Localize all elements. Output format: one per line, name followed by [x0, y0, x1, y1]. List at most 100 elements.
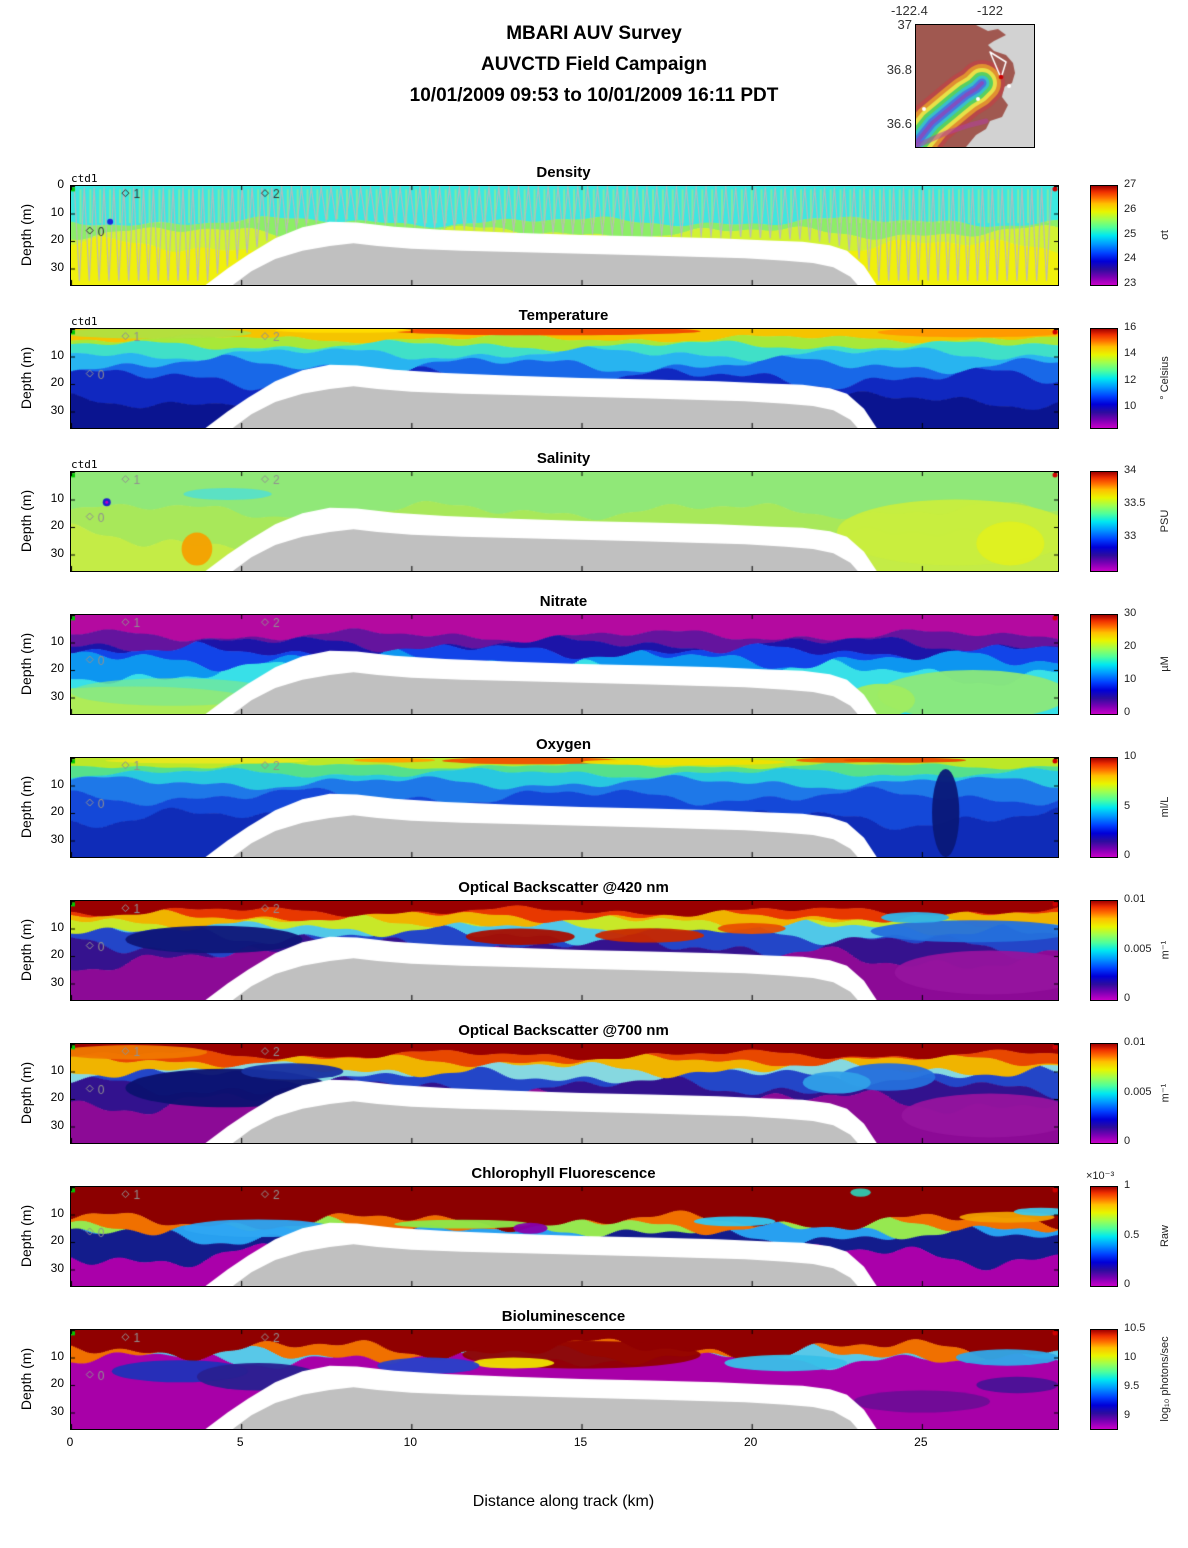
- colorbar-tick-label: 0: [1124, 992, 1131, 1004]
- colorbar-tick-label: 23: [1124, 277, 1137, 289]
- colorbar-unit-oxygen: ml/L: [1159, 796, 1171, 817]
- colorbar-tick-label: 30: [1124, 607, 1137, 619]
- colorbar-tick-label: 0: [1124, 1278, 1131, 1290]
- y-tick-label: 30: [50, 259, 64, 274]
- colorbar-tick-label: 10: [1124, 673, 1137, 685]
- y-tick-label: 10: [50, 633, 64, 648]
- y-tick-label: 30: [50, 688, 64, 703]
- y-tick-label: 20: [50, 1376, 64, 1390]
- colorbar-unit-salinity: PSU: [1159, 509, 1171, 532]
- colorbar-tick-label: 14: [1124, 347, 1137, 360]
- y-tick-label: 30: [50, 1260, 64, 1275]
- map-ytick-366: 36.6: [886, 116, 912, 131]
- colorbar-unit-density: σt: [1159, 229, 1171, 240]
- x-axis-label: Distance along track (km): [472, 1493, 655, 1510]
- x-tick-label: 15: [573, 1435, 588, 1449]
- section-plot-chlorophyll: [70, 1186, 1059, 1287]
- map-xtick-1224: -122.4: [891, 3, 928, 18]
- colorbar-tick-label: 26: [1124, 202, 1137, 215]
- colorbar-obs420: [1090, 900, 1118, 1001]
- y-tick-label: 30: [50, 1403, 64, 1418]
- y-tick-label: 20: [50, 518, 64, 532]
- title-line-2: AUVCTD Field Campaign: [481, 54, 707, 75]
- colorbar-tick-label: 0.005: [1124, 1085, 1152, 1098]
- y-tick-label: 10: [50, 1348, 64, 1363]
- colorbar-tick-label: 0: [1124, 1135, 1131, 1147]
- panel-title-temperature: Temperature: [518, 307, 609, 324]
- panel-title-bioluminescence: Bioluminescence: [501, 1308, 626, 1325]
- colorbar-tick-label: 0.01: [1124, 1036, 1146, 1048]
- x-tick-label: 25: [914, 1435, 928, 1449]
- x-tick-label: 0: [66, 1435, 74, 1449]
- y-tick-label: 10: [50, 204, 64, 219]
- colorbar-bioluminescence: [1090, 1329, 1118, 1430]
- map-ytick-37: 37: [897, 17, 912, 32]
- y-tick-label: 20: [50, 661, 64, 675]
- colorbar-temperature: [1090, 328, 1118, 429]
- y-tick-label: 20: [50, 804, 64, 818]
- y-tick-label: 10: [50, 490, 64, 505]
- colorbar-tick-label: 9.5: [1124, 1380, 1140, 1393]
- colorbar-unit-obs420: m⁻¹: [1159, 940, 1172, 959]
- colorbar-density: [1090, 185, 1118, 286]
- panel-title-nitrate: Nitrate: [539, 593, 588, 610]
- map-ytick-368: 36.8: [886, 62, 912, 77]
- section-plot-temperature: [70, 328, 1059, 429]
- colorbar-oxygen: [1090, 757, 1118, 858]
- colorbar-tick-label: 33.5: [1124, 497, 1146, 509]
- y-tick-label: 20: [50, 1090, 64, 1104]
- y-tick-label: 20: [50, 947, 64, 961]
- panel-title-obs420: Optical Backscatter @420 nm: [458, 879, 669, 896]
- section-plot-density: [70, 185, 1059, 286]
- colorbar-exponent: ×10⁻³: [1086, 1170, 1115, 1182]
- colorbar-unit-chlorophyll: Raw: [1159, 1224, 1171, 1247]
- colorbar-tick-label: 10: [1124, 1351, 1137, 1364]
- y-tick-label: 20: [50, 232, 64, 246]
- title-line-1: MBARI AUV Survey: [506, 23, 682, 44]
- colorbar-tick-label: 27: [1124, 178, 1137, 190]
- colorbar-nitrate: [1090, 614, 1118, 715]
- x-tick-label: 5: [236, 1435, 244, 1449]
- panel-title-oxygen: Oxygen: [535, 736, 592, 753]
- panel-title-obs700: Optical Backscatter @700 nm: [458, 1022, 669, 1039]
- colorbar-tick-label: 25: [1124, 227, 1137, 240]
- colorbar-tick-label: 24: [1124, 252, 1137, 265]
- section-plot-obs420: [70, 900, 1059, 1001]
- y-tick-label: 10: [50, 776, 64, 791]
- y-tick-label: 10: [50, 347, 64, 362]
- colorbar-chlorophyll: [1090, 1186, 1118, 1287]
- colorbar-obs700: [1090, 1043, 1118, 1144]
- colorbar-tick-label: 16: [1124, 321, 1137, 333]
- colorbar-unit-obs700: m⁻¹: [1159, 1083, 1172, 1102]
- colorbar-tick-label: 0.01: [1124, 893, 1146, 905]
- section-plot-salinity: [70, 471, 1059, 572]
- colorbar-tick-label: 12: [1124, 373, 1137, 386]
- colorbar-tick-label: 34: [1124, 464, 1137, 476]
- ctd1-label: ctd1: [71, 315, 98, 328]
- y-tick-label: 30: [50, 545, 64, 560]
- colorbar-tick-label: 0: [1124, 706, 1131, 718]
- y-tick-label: 20: [50, 375, 64, 389]
- panel-title-salinity: Salinity: [536, 450, 591, 467]
- y-tick-label: 0: [57, 177, 64, 191]
- title-line-3: 10/01/2009 09:53 to 10/01/2009 16:11 PDT: [409, 85, 779, 106]
- colorbar-tick-label: 33: [1124, 530, 1137, 542]
- colorbar-tick-label: 20: [1124, 640, 1137, 652]
- colorbar-tick-label: 1: [1124, 1179, 1131, 1191]
- colorbar-tick-label: 5: [1124, 799, 1131, 812]
- y-tick-label: 30: [50, 1117, 64, 1132]
- colorbar-unit-nitrate: µM: [1159, 655, 1171, 672]
- page-title: MBARI AUV Survey AUVCTD Field Campaign 1…: [0, 18, 1188, 111]
- y-tick-label: 30: [50, 402, 64, 417]
- colorbar-tick-label: 10: [1124, 750, 1137, 762]
- colorbar-unit-bioluminescence: log₁₀ photons/sec: [1159, 1335, 1171, 1422]
- panel-title-chlorophyll: Chlorophyll Fluorescence: [471, 1165, 656, 1182]
- section-plot-oxygen: [70, 757, 1059, 858]
- section-plot-bioluminescence: [70, 1329, 1059, 1430]
- colorbar-tick-label: 9: [1124, 1409, 1131, 1422]
- colorbar-salinity: [1090, 471, 1118, 572]
- map-xtick-122: -122: [977, 3, 1004, 18]
- y-tick-label: 30: [50, 831, 64, 846]
- colorbar-tick-label: 10: [1124, 400, 1137, 413]
- y-tick-label: 20: [50, 1233, 64, 1247]
